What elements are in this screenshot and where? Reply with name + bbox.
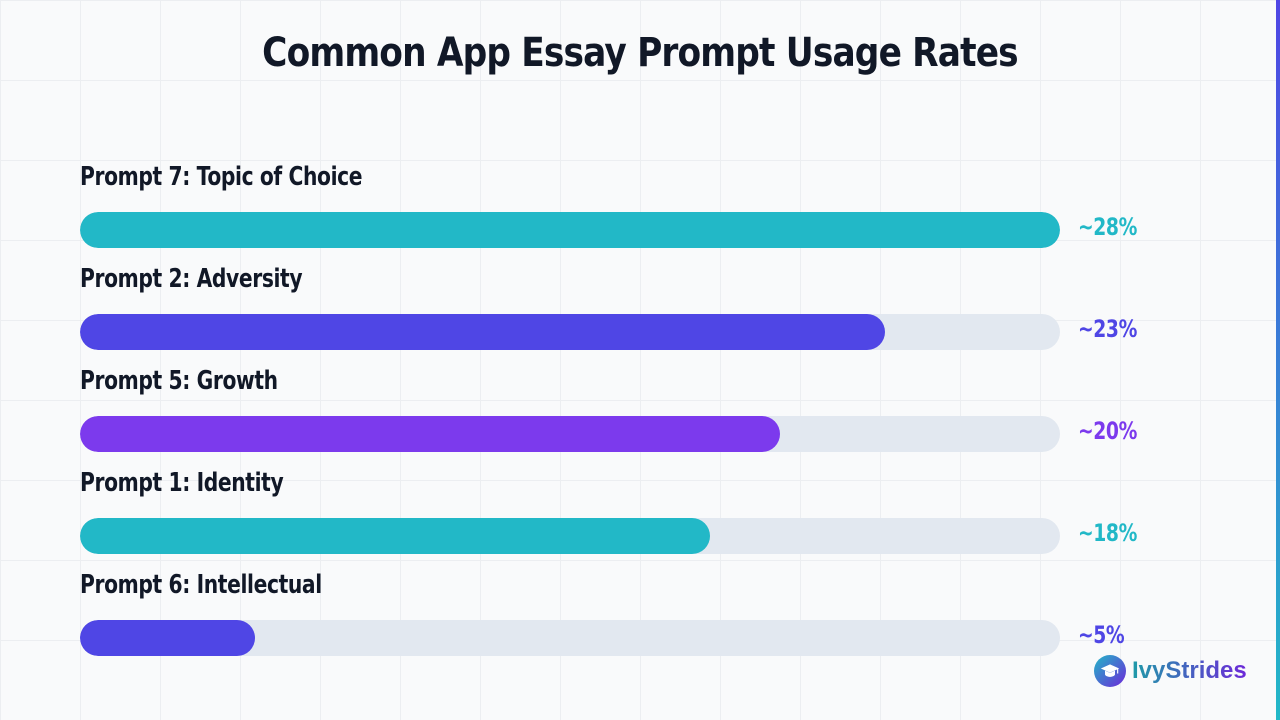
bar-track	[80, 314, 1060, 350]
bar-row: Prompt 2: Adversity ~23%	[80, 264, 1180, 354]
bar-value-label: ~20%	[1078, 417, 1137, 445]
brand-logo[interactable]: IvyStrides	[1094, 654, 1247, 688]
bar-value-label: ~5%	[1078, 621, 1125, 649]
bar-track	[80, 518, 1060, 554]
bar-label: Prompt 7: Topic of Choice	[80, 162, 363, 192]
bar-row: Prompt 7: Topic of Choice ~28%	[80, 162, 1180, 252]
bar	[80, 518, 710, 554]
bar-track	[80, 620, 1060, 656]
bar	[80, 416, 780, 452]
chart-title: Common App Essay Prompt Usage Rates	[262, 30, 1018, 76]
bar-label: Prompt 5: Growth	[80, 366, 278, 396]
brand-name: IvyStrides	[1132, 657, 1247, 684]
bar	[80, 314, 885, 350]
bar-value-label: ~18%	[1078, 519, 1137, 547]
bar-value-label: ~23%	[1078, 315, 1137, 343]
bar-track	[80, 212, 1060, 248]
bar-label: Prompt 6: Intellectual	[80, 570, 322, 600]
bar	[80, 212, 1060, 248]
bar-label: Prompt 1: Identity	[80, 468, 284, 498]
bar-row: Prompt 6: Intellectual ~5%	[80, 570, 1180, 660]
bar	[80, 620, 255, 656]
graduation-cap-icon	[1094, 655, 1126, 687]
bar-row: Prompt 1: Identity ~18%	[80, 468, 1180, 558]
accent-strip	[1276, 0, 1280, 720]
bar-label: Prompt 2: Adversity	[80, 264, 303, 294]
bar-value-label: ~28%	[1078, 213, 1137, 241]
bar-row: Prompt 5: Growth ~20%	[80, 366, 1180, 456]
bar-track	[80, 416, 1060, 452]
